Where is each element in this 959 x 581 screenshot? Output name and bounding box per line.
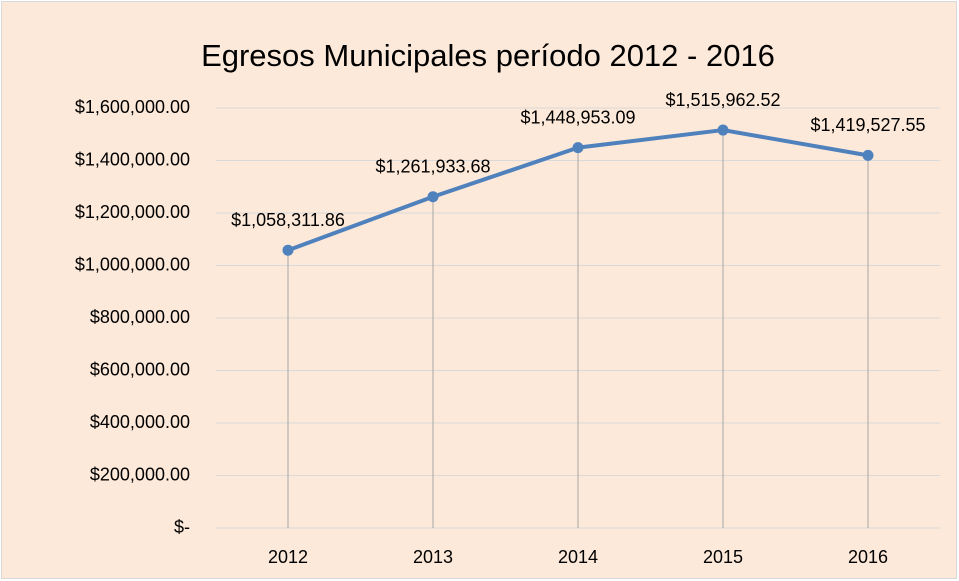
marker [717, 124, 729, 136]
x-tick-label: 2016 [848, 547, 888, 567]
y-tick-label: $200,000.00 [90, 464, 190, 484]
x-tick-label: 2015 [703, 547, 743, 567]
y-tick-label: $1,000,000.00 [75, 254, 190, 274]
marker [427, 191, 439, 203]
marker [282, 244, 294, 256]
data-label: $1,515,962.52 [665, 90, 780, 110]
marker [572, 142, 584, 154]
y-tick-label: $1,600,000.00 [75, 97, 190, 117]
x-tick-label: 2012 [268, 547, 308, 567]
marker [862, 149, 874, 161]
y-tick-label: $400,000.00 [90, 412, 190, 432]
y-tick-label: $1,400,000.00 [75, 149, 190, 169]
x-tick-label: 2013 [413, 547, 453, 567]
data-label: $1,058,311.86 [231, 210, 345, 230]
chart-title: Egresos Municipales período 2012 - 2016 [201, 38, 775, 73]
data-label: $1,448,953.09 [520, 107, 635, 127]
data-label: $1,261,933.68 [375, 156, 490, 176]
y-tick-label: $1,200,000.00 [75, 202, 190, 222]
y-tick-label: $600,000.00 [90, 359, 190, 379]
y-tick-label: $800,000.00 [90, 307, 190, 327]
data-label: $1,419,527.55 [810, 115, 925, 135]
y-tick-label: $- [174, 517, 190, 537]
x-tick-label: 2014 [558, 547, 598, 567]
